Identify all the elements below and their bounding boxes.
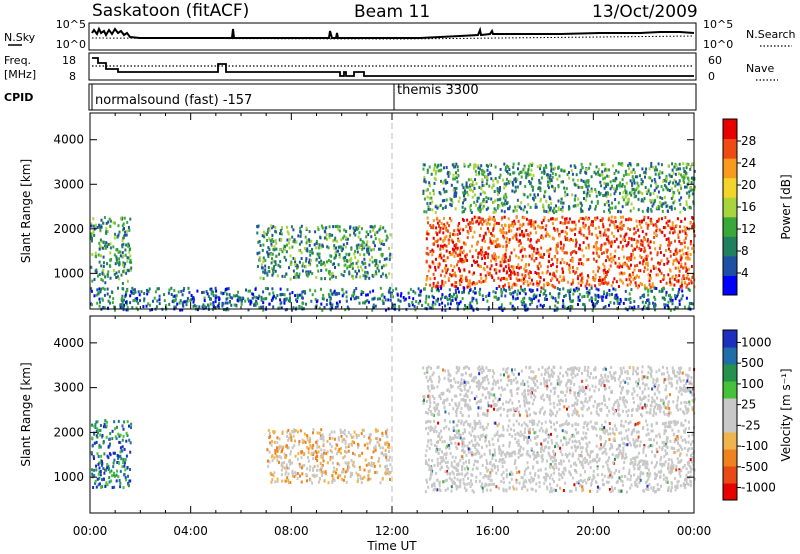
y-axis-label: Slant Range [km]: [19, 159, 33, 263]
colorbar-segment: [723, 483, 737, 501]
nsky-panel: N.Sky 10^5 10^0 10^5 10^0 N.Search: [4, 18, 796, 51]
y-tick-label: 1000: [53, 470, 84, 484]
echo-region: [90, 286, 694, 312]
colorbar-label: Velocity [m s⁻¹]: [779, 368, 793, 461]
colorbar-segment: [723, 138, 737, 159]
echo-region: [256, 224, 392, 281]
nsearch-right-tick-bottom: 10^0: [703, 38, 733, 51]
colorbar-tick-label: 20: [741, 178, 756, 192]
colorbar-tick-label: 16: [741, 200, 756, 214]
colorbar-tick-label: 1000: [741, 335, 772, 349]
colorbar-tick-label: -25: [741, 418, 761, 432]
echo-region: [424, 419, 696, 494]
x-axis-label: Time UT: [366, 539, 417, 553]
echo-regions: [90, 365, 696, 494]
velocity-colorbar: 1000 500 100 25 -25 -100 -500 -1000 Velocity [m …: [722, 329, 793, 501]
colorbar-segment: [723, 197, 737, 218]
freq-unit-label: [MHz]: [4, 68, 36, 81]
colorbar-tick-label: 12: [741, 222, 756, 236]
nave-tick-bottom: 0: [708, 70, 715, 83]
echo-region: [90, 216, 133, 285]
nsearch-trace: [91, 35, 695, 40]
echo-region: [422, 162, 696, 214]
y-tick-label: 1000: [53, 266, 84, 280]
beam-title: Beam 11: [354, 2, 430, 22]
nsky-left-tick-bottom: 10^0: [56, 38, 86, 51]
x-tick-label: 08:00: [274, 524, 309, 538]
colorbar-tick-label: 500: [741, 356, 764, 370]
colorbar-segment: [723, 466, 737, 484]
colorbar-segment: [723, 177, 737, 198]
x-tick-label: 04:00: [173, 524, 208, 538]
x-tick-label: 00:00: [677, 524, 712, 538]
echo-region: [422, 365, 696, 418]
nsky-left-tick-top: 10^5: [56, 18, 86, 31]
nsky-trace: [91, 26, 695, 39]
colorbar-tick-label: 25: [741, 398, 756, 412]
colorbar-tick-label: 28: [741, 134, 756, 148]
colorbar-tick-label: -500: [741, 460, 768, 474]
colorbar-tick-label: 100: [741, 377, 764, 391]
y-tick-label: 4000: [53, 336, 84, 350]
colorbar-tick-label: -100: [741, 439, 768, 453]
colorbar-segment: [723, 381, 737, 399]
colorbar-segment: [723, 255, 737, 276]
echo-region: [425, 215, 696, 290]
colorbar-segment: [723, 347, 737, 365]
colorbar-segment: [723, 432, 737, 450]
colorbar-segment: [723, 364, 737, 382]
cpid-program-label: normalsound (fast) -157: [95, 93, 252, 108]
cpid-label: CPID: [4, 91, 33, 104]
x-axis: 00:00 04:00 08:00 12:00 16:00 20:00 00:00 Time …: [73, 524, 712, 553]
freq-tick-bottom: 8: [69, 70, 76, 83]
cpid-panel: CPID normalsound (fast) -157 themis 3300: [4, 83, 697, 111]
power-colorbar: 4 8 12 16 20 24 28 Power [dB]: [722, 118, 793, 296]
echo-region: [266, 428, 392, 485]
power-panel: 1000 2000 3000 4000 Slant Range [km] 4 8 12 16 20…: [19, 112, 793, 312]
colorbar-segment: [723, 216, 737, 237]
colorbar-segment: [723, 449, 737, 467]
date-title: 13/Oct/2009: [592, 2, 698, 22]
nsearch-right-tick-top: 10^5: [703, 18, 733, 31]
nave-tick-top: 60: [708, 54, 722, 67]
x-tick-label: 20:00: [576, 524, 611, 538]
nsearch-label: N.Search: [746, 28, 796, 41]
x-tick-label: 12:00: [375, 524, 410, 538]
colorbar-tick-label: 4: [741, 266, 749, 280]
colorbar-segment: [723, 415, 737, 433]
colorbar-segment: [723, 236, 737, 257]
colorbar-segment: [723, 158, 737, 179]
freq-trace: [92, 57, 694, 77]
freq-tick-top: 18: [62, 54, 76, 67]
y-tick-label: 2000: [53, 222, 84, 236]
x-tick-label: 00:00: [73, 524, 108, 538]
y-tick-label: 3000: [53, 381, 84, 395]
nave-label: Nave: [746, 62, 774, 75]
freq-label: Freq.: [4, 54, 31, 67]
colorbar-segment: [723, 330, 737, 348]
colorbar-label: Power [dB]: [779, 174, 793, 239]
colorbar-tick-label: 24: [741, 156, 756, 170]
y-tick-label: 2000: [53, 425, 84, 439]
echo-region: [90, 419, 133, 490]
colorbar-tick-label: 8: [741, 244, 749, 258]
cpid-program-label: themis 3300: [397, 83, 479, 98]
y-tick-label: 3000: [53, 177, 84, 191]
y-tick-label: 4000: [53, 133, 84, 147]
echo-regions: [90, 162, 696, 312]
freq-panel: Freq. [MHz] 18 8 60 0 Nave: [4, 52, 778, 83]
colorbar-segment: [723, 119, 737, 140]
y-axis-label: Slant Range [km]: [19, 362, 33, 466]
colorbar-segment: [723, 398, 737, 416]
x-tick-label: 16:00: [475, 524, 510, 538]
colorbar-tick-label: -1000: [741, 481, 776, 495]
station-title: Saskatoon (fitACF): [92, 1, 249, 21]
colorbar-segment: [723, 275, 737, 296]
nsky-label: N.Sky: [4, 31, 36, 44]
